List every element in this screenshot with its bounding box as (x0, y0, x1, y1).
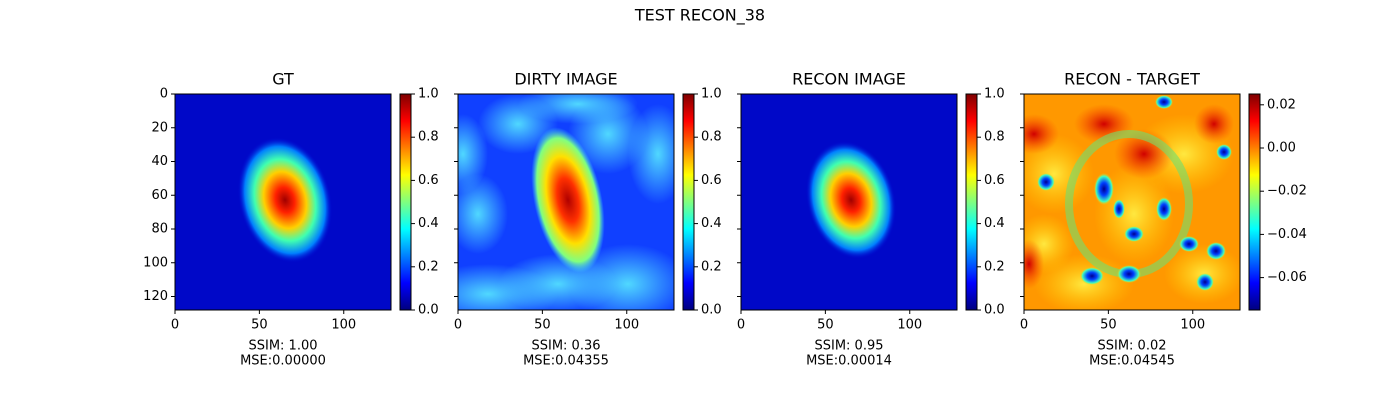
colorbar-tick-label: 1.0 (984, 87, 1005, 102)
image (175, 94, 391, 310)
axes-frame (1023, 93, 1241, 311)
x-tick-label: 50 (817, 318, 834, 333)
x-label: MSE:0.00000 (240, 354, 326, 369)
colorbar-tick-label: −0.02 (1267, 184, 1307, 199)
image-patch (1024, 134, 1094, 214)
x-label: SSIM: 0.36 (531, 339, 600, 354)
y-tick-label: 120 (143, 289, 168, 304)
image-spot (1196, 273, 1214, 291)
image-patch (1024, 114, 1059, 154)
image-spot (1080, 267, 1104, 285)
colorbar-tick-label: 0.6 (701, 173, 722, 188)
image-spot (1113, 199, 1125, 219)
y-tick-label: 20 (151, 120, 168, 135)
x-label: SSIM: 0.95 (814, 339, 883, 354)
image-patch (518, 94, 638, 124)
colorbar-tick-label: 0.8 (701, 130, 722, 145)
panel-title: RECON - TARGET (1064, 70, 1200, 89)
image-patch (458, 174, 508, 254)
axes-frame (174, 93, 392, 311)
colorbar-tick-label: 0.02 (1267, 97, 1296, 112)
x-tick-label: 0 (171, 318, 179, 333)
colorbar (1248, 93, 1261, 311)
image (1024, 94, 1240, 310)
y-tick-label: 60 (151, 188, 168, 203)
image-blob (531, 127, 605, 273)
image-patch (1024, 214, 1074, 274)
x-tick-label: 50 (534, 318, 551, 333)
x-tick-label: 100 (614, 318, 639, 333)
panel-title: DIRTY IMAGE (514, 70, 617, 89)
image (741, 94, 957, 310)
x-tick-label: 100 (1180, 318, 1205, 333)
colorbar-tick-label: 0.00 (1267, 141, 1296, 156)
y-tick-label: 80 (151, 222, 168, 237)
x-label: SSIM: 0.02 (1097, 339, 1166, 354)
image-spot (1156, 197, 1172, 221)
x-label: MSE:0.04355 (523, 354, 609, 369)
colorbar-tick-label: 0.4 (418, 216, 439, 231)
image-spot (1216, 144, 1232, 160)
y-tick-label: 100 (143, 255, 168, 270)
image-spot (1117, 265, 1141, 283)
x-tick-label: 0 (737, 318, 745, 333)
x-label: MSE:0.04545 (1089, 354, 1175, 369)
colorbar-tick-label: 0.2 (984, 259, 1005, 274)
image-spot (1094, 173, 1114, 205)
x-tick-label: 50 (251, 318, 268, 333)
colorbar-tick-label: 0.4 (701, 216, 722, 231)
x-tick-label: 0 (454, 318, 462, 333)
colorbar-tick-label: 0.4 (984, 216, 1005, 231)
image-spot (1124, 226, 1144, 242)
image-spot (1155, 95, 1173, 109)
image-blob (805, 140, 897, 260)
x-tick-label: 50 (1100, 318, 1117, 333)
image-patch (1194, 104, 1234, 144)
colorbar (399, 93, 412, 311)
panel-title: GT (272, 70, 294, 89)
y-tick-label: 0 (160, 87, 168, 102)
x-tick-label: 100 (897, 318, 922, 333)
colorbar-tick-label: 1.0 (701, 87, 722, 102)
colorbar-tick-label: 0.2 (418, 259, 439, 274)
colorbar-tick-label: 0.0 (984, 303, 1005, 318)
image (458, 94, 674, 310)
colorbar-tick-label: 0.0 (701, 303, 722, 318)
x-tick-label: 0 (1020, 318, 1028, 333)
axes-frame (457, 93, 675, 311)
colorbar-tick-label: 0.8 (418, 130, 439, 145)
colorbar-tick-label: −0.04 (1267, 227, 1307, 242)
image-spot (1179, 236, 1199, 252)
colorbar-tick-label: 0.0 (418, 303, 439, 318)
axes-frame (740, 93, 958, 311)
image-spot (1206, 242, 1226, 260)
x-label: MSE:0.00014 (806, 354, 892, 369)
colorbar-tick-label: 1.0 (418, 87, 439, 102)
x-label: SSIM: 1.00 (248, 339, 317, 354)
image-blob (237, 137, 333, 263)
colorbar-tick-label: 0.6 (418, 173, 439, 188)
figure-title: TEST RECON_38 (634, 6, 765, 26)
panel-title: RECON IMAGE (792, 70, 906, 89)
colorbar-tick-label: 0.2 (701, 259, 722, 274)
colorbar-tick-label: 0.8 (984, 130, 1005, 145)
image-spot (1037, 173, 1055, 191)
image-patch (498, 254, 618, 310)
y-tick-label: 40 (151, 154, 168, 169)
image-patch (458, 114, 488, 194)
colorbar (682, 93, 695, 311)
colorbar (965, 93, 978, 311)
colorbar-tick-label: −0.06 (1267, 270, 1307, 285)
image-patch (1024, 239, 1044, 289)
x-tick-label: 100 (331, 318, 356, 333)
colorbar-tick-label: 0.6 (984, 173, 1005, 188)
